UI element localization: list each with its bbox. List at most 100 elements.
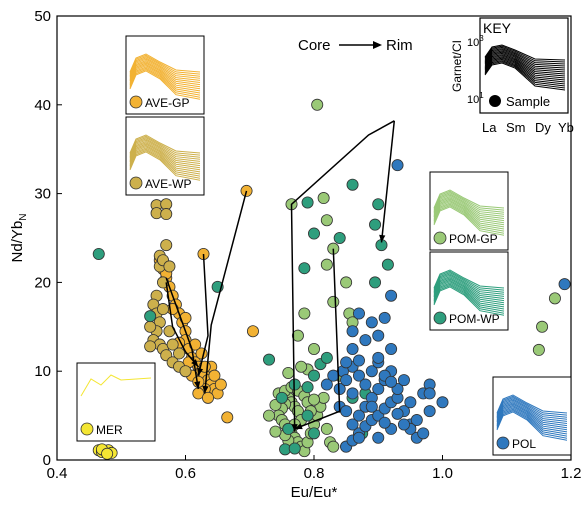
inset-pattern-line <box>129 69 201 98</box>
key-pattern-line <box>484 58 566 85</box>
inset-pom-gp: POM-GP <box>429 171 509 251</box>
point-pol <box>340 356 353 369</box>
key-pattern-line <box>484 48 566 67</box>
point-pom-gp <box>282 366 295 379</box>
key-pattern-line <box>484 57 566 83</box>
point-pol <box>397 374 410 387</box>
y-axis-label: Nd/YbN <box>9 214 29 263</box>
inset-pattern-line <box>129 146 201 173</box>
point-pom-wp <box>320 351 333 364</box>
inset-pattern-line <box>433 275 505 299</box>
y-tick-label: 10 <box>34 363 51 380</box>
inset-pattern-line <box>496 411 568 441</box>
point-ave-wp <box>166 338 179 351</box>
point-pol <box>385 342 398 355</box>
key-pattern-line <box>484 54 566 77</box>
inset-pattern-line <box>496 403 568 429</box>
point-pol <box>352 409 365 422</box>
inset-label: MER <box>96 423 123 437</box>
point-pol <box>423 405 436 418</box>
inset-pattern-line <box>433 279 505 306</box>
inset-pattern-line <box>129 53 201 73</box>
inset-pattern-line <box>433 189 505 209</box>
point-pol <box>423 387 436 400</box>
inset-pattern-line <box>433 194 505 217</box>
x-tick-label: 0.8 <box>304 465 325 482</box>
inset-pattern-line <box>433 202 505 230</box>
point-pol <box>391 159 404 172</box>
point-ave-gp <box>214 378 227 391</box>
key-box: KEY 103 101 Garnet/CI Sample La Sm Dy Yb <box>450 17 574 135</box>
key-xtick-sm: Sm <box>506 120 526 135</box>
key-pattern-line <box>484 51 566 73</box>
inset-pattern-line <box>129 65 201 92</box>
point-pom-wp <box>346 178 359 191</box>
core-rim-path <box>290 120 395 432</box>
y-tick-label: 0 <box>43 452 51 469</box>
point-ave-wp <box>163 260 176 273</box>
point-pom-wp <box>301 381 314 394</box>
inset-marker <box>129 176 143 190</box>
inset-pattern-line <box>129 139 201 162</box>
inset-pattern-line <box>496 397 568 418</box>
point-mer-dup <box>532 343 545 356</box>
inset-pattern-line <box>433 273 505 295</box>
point-pol <box>385 375 398 388</box>
core-rim-arrowhead <box>294 423 303 430</box>
point-pol <box>352 354 365 367</box>
key-pattern-line <box>484 45 566 63</box>
inset-label: AVE-WP <box>145 177 191 191</box>
key-title: KEY <box>483 20 512 36</box>
inset-marker <box>129 95 143 109</box>
core-rim-arrowhead <box>379 234 386 243</box>
point-pom-wp <box>288 442 301 455</box>
inset-pattern-line <box>433 281 505 308</box>
inset-pattern-line <box>129 137 201 158</box>
inset-pattern-line <box>496 407 568 435</box>
point-ave-gp <box>201 391 214 404</box>
point-pol <box>385 289 398 302</box>
point-pol <box>320 378 333 391</box>
point-ave-wp <box>179 365 192 378</box>
inset-pol: POL <box>492 376 572 456</box>
inset-pattern-line <box>129 134 201 154</box>
inset-pattern-line <box>496 398 568 420</box>
inset-pattern-line <box>129 57 201 79</box>
inset-pattern-line <box>496 400 568 424</box>
axes: 0.4 0.6 0.8 1.0 1.2 0 10 20 30 40 50 <box>34 8 581 482</box>
inset-ave-wp: AVE-WP <box>125 116 205 196</box>
point-pol <box>378 416 391 429</box>
point-pol <box>352 369 365 382</box>
inset-pattern-line <box>496 394 568 414</box>
y-axis-label-main: Nd/Yb <box>9 221 26 263</box>
point-pom-wp <box>307 369 320 382</box>
inset-pattern-line <box>433 286 505 316</box>
point-ave-wp <box>157 303 170 316</box>
point-ave-wp <box>160 208 173 221</box>
inset-pattern-line <box>129 61 201 86</box>
inset-pattern-line <box>129 54 201 75</box>
point-pom-wp <box>301 409 314 422</box>
core-rim-path <box>204 190 248 394</box>
inset-pattern-line <box>129 138 201 160</box>
point-pol <box>346 387 359 400</box>
point-pol <box>372 382 385 395</box>
inset-pattern-line <box>496 402 568 427</box>
inset-pattern-line <box>433 197 505 222</box>
inset-label: POM-GP <box>449 232 498 246</box>
point-pom-gp <box>307 342 320 355</box>
point-pol <box>359 334 372 347</box>
point-mer <box>101 447 114 460</box>
point-pom-wp <box>92 247 105 260</box>
inset-ave-gp: AVE-GP <box>125 35 205 115</box>
point-pom-gp <box>320 214 333 227</box>
inset-pattern-line <box>433 205 505 234</box>
key-pattern-line <box>484 46 566 65</box>
point-pom-gp <box>291 329 304 342</box>
point-pom-gp <box>298 307 311 320</box>
point-pom-gp <box>320 422 333 435</box>
key-pattern-line <box>484 55 566 79</box>
key-pattern-line <box>484 61 566 89</box>
point-pol <box>359 378 372 391</box>
